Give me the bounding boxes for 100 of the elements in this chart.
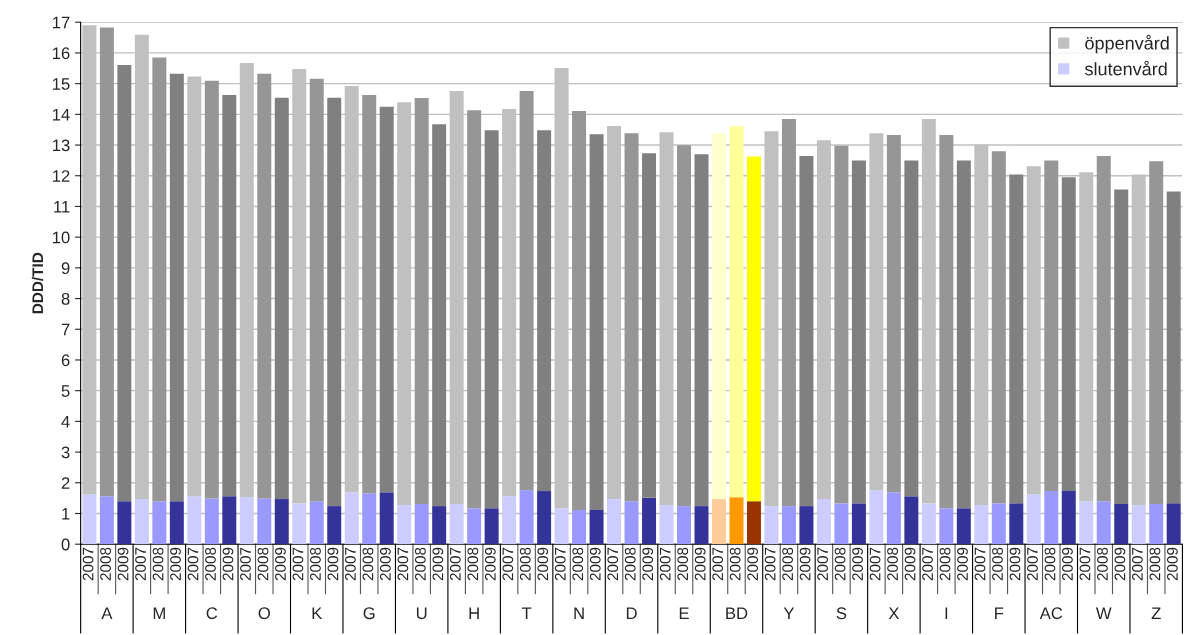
bar [537,491,552,545]
y-tick-label: 5 [61,385,70,397]
x-tick-label: 2008 [257,547,269,581]
bar [152,501,167,545]
bar [694,506,709,545]
bar [589,134,604,511]
bar [117,64,132,502]
bar [1114,189,1129,504]
y-tick-label: 12 [52,170,70,182]
bar [362,493,377,545]
bar [974,505,989,545]
x-tick-label: 2009 [117,547,129,581]
bar [799,506,814,545]
x-tick-label: 2007 [1132,547,1143,581]
bar [502,496,517,545]
bar [327,97,342,507]
bar [956,160,971,509]
bar [729,126,744,498]
text: G [363,607,375,620]
text: Z [1151,607,1161,619]
bar [642,497,657,545]
bar [467,508,482,545]
y-tick-label: 14 [52,108,70,121]
x-tick-label: 2009 [327,547,339,581]
x-tick-label: 2009 [275,547,286,581]
bar [886,492,901,545]
bar [432,124,447,507]
bar [1166,503,1181,545]
x-tick-label: 2009 [589,547,601,581]
x-tick-label: 2008 [729,547,741,581]
x-tick-label: 2008 [414,547,426,581]
bar [204,498,219,545]
bar [222,94,237,497]
text: A [101,607,113,619]
bar [851,160,866,504]
x-tick-label: 2009 [957,547,968,581]
bar [222,496,237,545]
bar [449,503,464,545]
y-tick-label: 1 [62,508,70,520]
bar [187,496,202,545]
y-tick-label: 0 [61,538,70,551]
x-tick-label: 2008 [887,547,898,581]
y-tick-label: 2 [61,477,70,489]
bar [274,97,289,500]
bar [414,98,429,504]
x-tick-label: 2009 [747,547,759,581]
x-tick-label: 2007 [292,547,304,581]
y-tick-label: 6 [61,354,70,367]
x-tick-label: 2009 [904,547,916,581]
text: T [521,607,532,619]
x-tick-label: 2009 [694,547,706,581]
y-tick-label: 17 [52,16,70,29]
bar [834,503,849,545]
text: C [206,607,218,620]
text: W [1095,607,1112,619]
bar [939,134,954,509]
bar [956,508,971,545]
bar [991,151,1006,504]
bar [589,510,604,545]
bar [694,154,709,507]
x-tick-label: 2008 [1149,547,1161,581]
bar [169,501,184,545]
x-tick-label: 2007 [187,547,199,581]
text: N [574,607,584,619]
bar [572,110,587,511]
x-tick-label: 2009 [1114,547,1126,581]
x-tick-label: 2007 [554,547,566,581]
x-tick-label: 2009 [1009,547,1021,581]
bar [309,501,324,545]
x-tick-label: 2008 [1044,547,1056,581]
bar [1131,505,1146,545]
x-tick-label: 2009 [222,547,234,581]
y-tick-label: 3 [61,446,70,459]
bar [1149,161,1164,504]
bar [414,503,429,545]
x-tick-label: 2007 [82,547,94,581]
bar [677,145,692,507]
bar [939,508,954,545]
x-tick-label: 2009 [432,547,444,581]
bar [572,510,587,545]
y-tick-label: 4 [61,415,70,428]
x-tick-label: 2007 [974,547,986,581]
bar [764,506,779,545]
x-tick-label: 2007 [659,547,671,581]
y-tick-label: 16 [52,47,70,60]
x-tick-label: 2008 [152,547,164,581]
bar [799,156,814,507]
bar [1096,156,1111,502]
bar [274,499,289,545]
x-tick-label: 2007 [922,547,933,581]
text: BD [726,607,748,619]
bar [1044,491,1059,545]
text: O [258,607,270,620]
bar [327,506,342,545]
y-tick-label: 8 [61,292,70,305]
bar [1009,503,1024,545]
bar [1114,503,1129,545]
x-tick-label: 2009 [170,547,181,581]
text: F [995,607,1004,619]
bar [729,497,744,545]
